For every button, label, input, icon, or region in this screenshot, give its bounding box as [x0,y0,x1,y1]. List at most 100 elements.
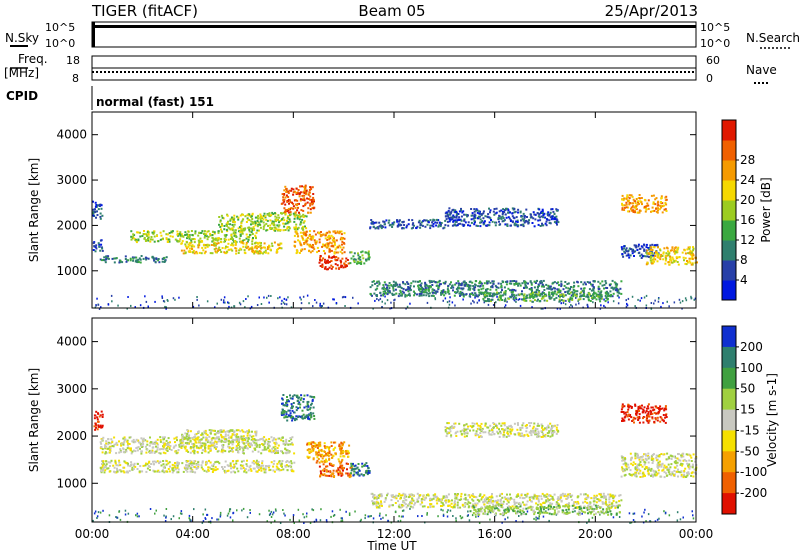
power-cell [693,254,695,256]
power-cell [320,231,322,233]
velocity-cell [145,464,147,466]
velocity-cell [276,469,278,471]
power-cell [465,221,467,223]
power-cell [228,239,230,241]
velocity-speckle [360,519,362,521]
velocity-cell [104,469,106,471]
power-speckle [301,302,303,304]
velocity-cell [123,444,125,446]
power-cell [321,264,323,266]
power-cell [555,216,557,218]
power-cell [310,212,312,214]
power-cell [419,293,421,295]
power-cell [143,233,145,235]
velocity-speckle [179,517,181,519]
velocity-cell [189,460,191,462]
power-cell [504,299,506,301]
power-cell [251,218,253,220]
power-cell [517,209,519,211]
velocity-cell [243,460,245,462]
power-cell [525,285,527,287]
power-cell [319,257,321,259]
power-cell [645,211,647,213]
power-cell [214,231,216,233]
velocity-cell [161,470,163,472]
power-cell [488,224,490,226]
power-cell [641,197,643,199]
velocity-cell [150,441,152,443]
velocity-cell [246,430,248,432]
power-cell [259,250,261,252]
power-cell [451,285,453,287]
velocity-cell [228,451,230,453]
power-cell [529,300,531,302]
power-cell [431,284,433,286]
power-cell [498,221,500,223]
power-cell [451,218,453,220]
velocity-cell [196,445,198,447]
power-cell [412,280,414,282]
power-cell [625,202,627,204]
power-cell [212,234,214,236]
power-cell [683,259,685,261]
power-cell [189,242,191,244]
power-cell [224,225,226,227]
velocity-cell [343,441,345,443]
velocity-cell [322,457,324,459]
power-cell [652,249,654,251]
power-cell [298,216,300,218]
power-cell [530,214,532,216]
velocity-cell [271,461,273,463]
velocity-cell [303,398,305,400]
power-cell [627,200,629,202]
power-cell [399,286,401,288]
velocity-cell [145,446,147,448]
power-colorbar-swatch [722,200,736,221]
power-cell [429,292,431,294]
velocity-cell [256,444,258,446]
velocity-speckle [401,516,403,518]
power-cell [527,221,529,223]
velocity-cell [127,463,129,465]
velocity-cell [284,410,286,412]
power-cell [489,217,491,219]
power-cell [345,260,347,262]
power-colorbar-swatch [722,160,736,181]
power-cell [332,266,334,268]
power-speckle [207,300,209,302]
power-cell [235,242,237,244]
power-cell [185,245,187,247]
power-cell [520,211,522,213]
velocity-cell [319,462,321,464]
power-cell [381,288,383,290]
power-cell [607,298,609,300]
velocity-cell [299,407,301,409]
power-cell [294,228,296,230]
velocity-cell [102,425,104,427]
power-cell [229,223,231,225]
velocity-speckle [537,517,539,519]
velocity-cell [231,435,233,437]
velocity-cell [201,445,203,447]
power-cell [280,229,282,231]
power-cell [212,240,214,242]
power-cell [351,258,353,260]
velocity-speckle [693,517,695,519]
power-speckle [299,297,301,299]
power-cell [677,247,679,249]
power-cell [567,287,569,289]
power-cell [260,227,262,229]
velocity-cell [194,450,196,452]
velocity-cell [127,443,129,445]
velocity-speckle [450,510,452,512]
power-cell [460,287,462,289]
velocity-cell [143,465,145,467]
power-cell [163,257,165,259]
power-cell [293,213,295,215]
power-cell [486,295,488,297]
velocity-cell [114,467,116,469]
power-cell [633,251,635,253]
power-cell [201,230,203,232]
velocity-cell [278,445,280,447]
power-cell [446,211,448,213]
